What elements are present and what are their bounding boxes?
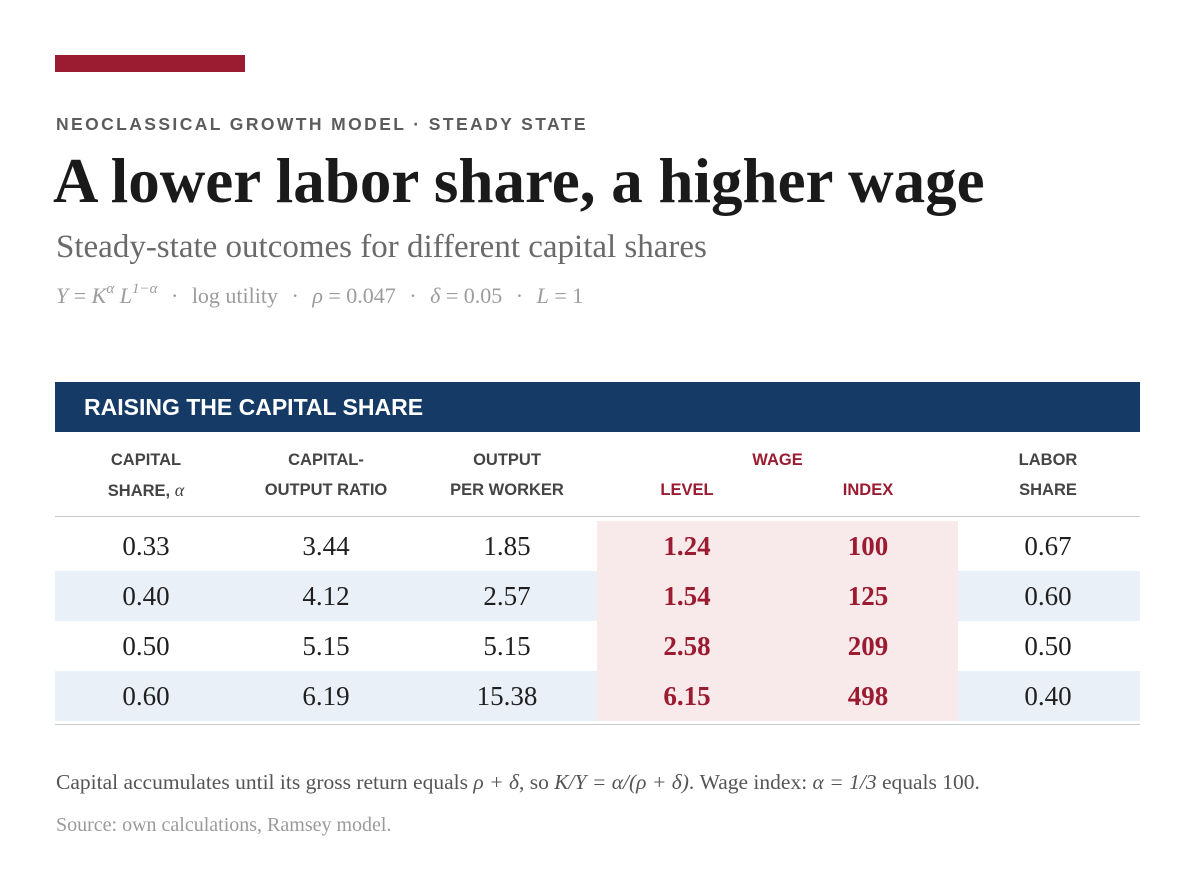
cell-wage-level: 6.15 bbox=[663, 681, 711, 711]
table-row-2: 0.40 4.12 2.57 1.54 125 0.60 bbox=[55, 571, 1140, 621]
header-divider bbox=[55, 516, 1140, 517]
page-title: A lower labor share, a higher wage bbox=[53, 146, 985, 216]
formula-Y: Y bbox=[56, 283, 69, 308]
cell-capital-share: 0.60 bbox=[122, 681, 170, 711]
col-capital-share-line1: CAPITAL bbox=[110, 451, 182, 469]
formula-L: L bbox=[119, 283, 132, 308]
utility-label: log utility bbox=[191, 283, 278, 308]
col-wage-level: LEVEL bbox=[660, 481, 714, 499]
note-text: , so bbox=[518, 770, 555, 794]
table-row-3: 0.50 5.15 5.15 2.58 209 0.50 bbox=[55, 621, 1140, 671]
cell-wage-index: 125 bbox=[847, 581, 889, 611]
cell-wage-index: 100 bbox=[847, 531, 889, 561]
wage-highlight-band bbox=[597, 521, 958, 721]
table-bottom-rule bbox=[55, 724, 1140, 725]
cell-capital-output-ratio: 6.19 bbox=[302, 681, 350, 711]
note-math: K/Y = α/(ρ + δ) bbox=[554, 770, 689, 794]
cell-output-per-worker: 1.85 bbox=[483, 531, 531, 561]
cell-wage-index: 209 bbox=[847, 631, 889, 661]
cell-wage-level: 2.58 bbox=[663, 631, 711, 661]
rho-symbol: ρ bbox=[312, 283, 323, 308]
note-math: α = 1/3 bbox=[812, 770, 877, 794]
cell-wage-level: 1.24 bbox=[663, 531, 711, 561]
accent-bar bbox=[55, 55, 245, 72]
separator: · bbox=[170, 283, 179, 308]
formula-exponent: 1−α bbox=[131, 280, 158, 297]
cell-labor-share: 0.60 bbox=[1024, 581, 1072, 611]
formula-alpha: α bbox=[106, 280, 115, 297]
col-ratio-line1: CAPITAL- bbox=[288, 451, 364, 469]
cell-output-per-worker: 2.57 bbox=[483, 581, 531, 611]
L-value: = 1 bbox=[554, 283, 584, 308]
cell-capital-share: 0.50 bbox=[122, 631, 170, 661]
col-capital-share-label: SHARE, bbox=[107, 482, 171, 500]
cell-wage-level: 1.54 bbox=[663, 581, 711, 611]
delta-value: = 0.05 bbox=[445, 283, 503, 308]
cell-capital-output-ratio: 5.15 bbox=[302, 631, 350, 661]
separator: · bbox=[409, 283, 417, 308]
note-text: Capital accumulates until its gross retu… bbox=[56, 770, 474, 794]
table-row-1: 0.33 3.44 1.85 1.24 100 0.67 bbox=[55, 521, 1140, 571]
cell-wage-index: 498 bbox=[847, 681, 889, 711]
col-output-line1: OUTPUT bbox=[473, 451, 541, 469]
formula-eq: = bbox=[73, 283, 87, 308]
col-labor-line1: LABOR bbox=[1018, 451, 1078, 469]
cell-labor-share: 0.50 bbox=[1024, 631, 1072, 661]
col-capital-share-line2: SHARE, α bbox=[96, 475, 196, 506]
col-capital-share: CAPITAL SHARE, α bbox=[96, 445, 196, 506]
col-output-per-worker: OUTPUT PER WORKER bbox=[432, 445, 582, 505]
note-text: . Wage index: bbox=[688, 770, 813, 794]
subtitle: Steady-state outcomes for different capi… bbox=[56, 229, 707, 265]
cell-output-per-worker: 15.38 bbox=[476, 681, 538, 711]
col-labor-line2: SHARE bbox=[1019, 481, 1077, 499]
table-row-4: 0.60 6.19 15.38 6.15 498 0.40 bbox=[55, 671, 1140, 721]
source-note: Source: own calculations, Ramsey model. bbox=[56, 814, 392, 836]
col-labor-share: LABOR SHARE bbox=[988, 445, 1108, 505]
cell-labor-share: 0.40 bbox=[1024, 681, 1072, 711]
delta-symbol: δ bbox=[430, 283, 441, 308]
separator: · bbox=[291, 283, 299, 308]
alpha-symbol: α bbox=[174, 480, 185, 500]
cell-output-per-worker: 5.15 bbox=[483, 631, 531, 661]
panel-header: RAISING THE CAPITAL SHARE bbox=[55, 382, 1140, 432]
col-wage-index: INDEX bbox=[842, 481, 894, 499]
note-math: ρ + δ bbox=[473, 770, 519, 794]
col-wage-group: WAGE bbox=[752, 451, 803, 469]
cell-capital-output-ratio: 3.44 bbox=[302, 531, 350, 561]
col-ratio-line2: OUTPUT RATIO bbox=[264, 481, 388, 499]
kicker: NEOCLASSICAL GROWTH MODEL · STEADY STATE bbox=[56, 114, 588, 134]
cell-capital-output-ratio: 4.12 bbox=[302, 581, 350, 611]
col-output-line2: PER WORKER bbox=[450, 481, 564, 499]
cell-capital-share: 0.33 bbox=[122, 531, 170, 561]
model-parameters: Y = Kα L1−α · log utility · ρ = 0.047 · … bbox=[56, 281, 583, 311]
rho-value: = 0.047 bbox=[328, 283, 396, 308]
L-symbol: L bbox=[536, 283, 549, 308]
cell-labor-share: 0.67 bbox=[1024, 531, 1072, 561]
cell-capital-share: 0.40 bbox=[122, 581, 170, 611]
separator: · bbox=[515, 283, 524, 308]
footnote: Capital accumulates until its gross retu… bbox=[56, 767, 980, 797]
col-capital-output-ratio: CAPITAL- OUTPUT RATIO bbox=[246, 445, 406, 505]
note-text: equals 100. bbox=[876, 770, 980, 794]
formula-K: K bbox=[91, 283, 107, 308]
